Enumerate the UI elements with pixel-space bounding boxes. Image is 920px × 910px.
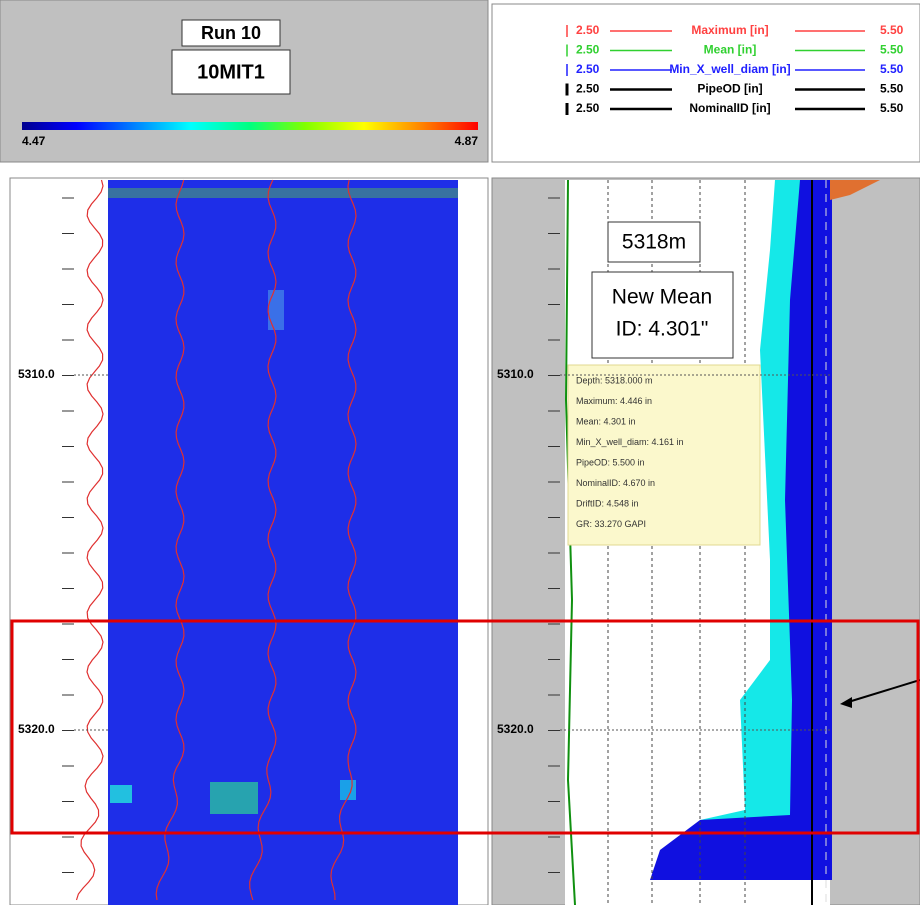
blue-fill bbox=[650, 180, 832, 880]
run-label: Run 10 bbox=[201, 23, 261, 43]
color-scale bbox=[22, 122, 478, 130]
depth-label: 5320.0 bbox=[18, 722, 55, 736]
legend: 2.50 Maximum [in] 5.50 2.50 Mean [in] 5.50 2.5… bbox=[565, 23, 904, 115]
mean-curve bbox=[564, 179, 576, 906]
curve bbox=[75, 179, 104, 901]
legend-max: 5.50 bbox=[880, 23, 904, 37]
tool-label: 10MIT1 bbox=[197, 61, 265, 83]
depth-box bbox=[607, 221, 701, 263]
image-fill bbox=[108, 180, 458, 905]
tooltip-line: DriftID: 4.548 in bbox=[576, 498, 639, 508]
depth-label: 5310.0 bbox=[18, 367, 55, 381]
legend-min: 2.50 bbox=[576, 82, 600, 96]
curve bbox=[330, 179, 357, 901]
tooltip-line: Mean: 4.301 in bbox=[576, 416, 636, 426]
tooltip-line: GR: 33.270 GAPI bbox=[576, 519, 646, 529]
scale-max: 4.87 bbox=[455, 134, 479, 148]
arrow bbox=[844, 679, 920, 704]
tooltip-line: PipeOD: 5.500 in bbox=[576, 457, 645, 467]
legend-min: 2.50 bbox=[576, 43, 600, 57]
mean-annotation: New Mean bbox=[612, 286, 712, 309]
cyan-fill bbox=[690, 180, 800, 880]
depth-annotation: 5318m bbox=[622, 231, 686, 254]
top-spike bbox=[830, 180, 880, 200]
legend-name: Mean [in] bbox=[704, 43, 757, 57]
legend-min: 2.50 bbox=[576, 62, 600, 76]
legend-name: Maximum [in] bbox=[691, 23, 768, 37]
tooltip-line: Depth: 5318.000 m bbox=[576, 375, 653, 385]
legend-name: Min_X_well_diam [in] bbox=[669, 62, 790, 76]
depth-label: 5320.0 bbox=[497, 722, 534, 736]
highlight-box bbox=[10, 619, 920, 835]
curve bbox=[155, 179, 185, 901]
legend-max: 5.50 bbox=[880, 62, 904, 76]
legend-max: 5.50 bbox=[880, 82, 904, 96]
arrow-head bbox=[840, 697, 852, 708]
image-band bbox=[108, 188, 458, 198]
tooltip-line: NominalID: 4.670 in bbox=[576, 478, 655, 488]
run-box bbox=[181, 19, 281, 47]
scale-min: 4.47 bbox=[22, 134, 46, 148]
tooltip bbox=[567, 364, 761, 546]
image-patch bbox=[268, 290, 284, 330]
curve bbox=[249, 179, 277, 901]
legend-max: 5.50 bbox=[880, 101, 904, 115]
tooltip-text: Depth: 5318.000 m Maximum: 4.446 in Mean: … bbox=[576, 375, 684, 529]
legend-min: 2.50 bbox=[576, 23, 600, 37]
tooltip-line: Min_X_well_diam: 4.161 in bbox=[576, 437, 684, 447]
legend-max: 5.50 bbox=[880, 43, 904, 57]
tool-box bbox=[171, 49, 291, 95]
tooltip-line: Maximum: 4.446 in bbox=[576, 396, 652, 406]
depth-label: 5310.0 bbox=[497, 367, 534, 381]
legend-min: 2.50 bbox=[576, 101, 600, 115]
mean-annotation: ID: 4.301" bbox=[616, 318, 709, 341]
image-patch bbox=[210, 782, 258, 814]
legend-name: NominalID [in] bbox=[689, 101, 770, 115]
mean-box bbox=[591, 271, 734, 359]
image-patch bbox=[110, 785, 132, 803]
legend-name: PipeOD [in] bbox=[697, 82, 762, 96]
